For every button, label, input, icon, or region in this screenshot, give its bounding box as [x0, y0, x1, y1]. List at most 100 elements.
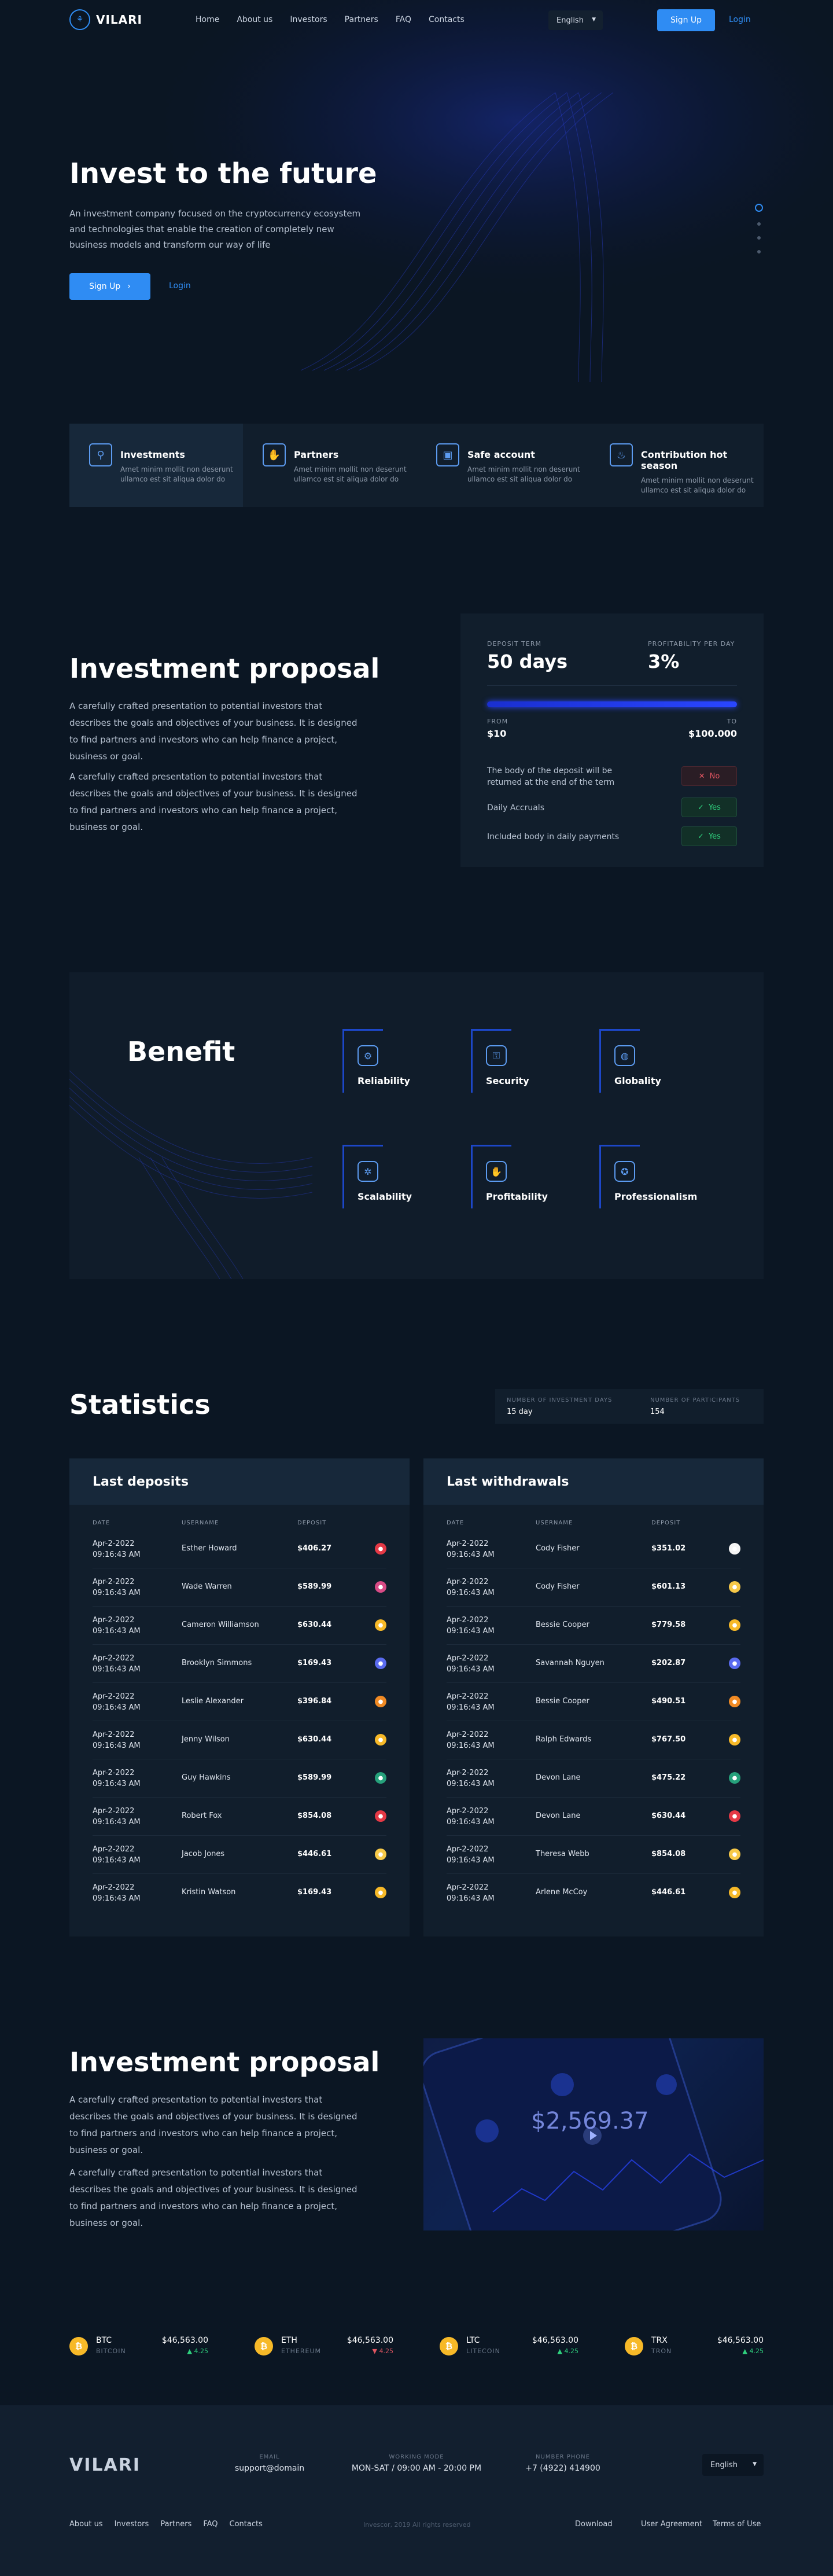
ticker-trx[interactable]: ₿ TRX TRON $46,563.00 ▲ 4.25: [625, 2335, 764, 2360]
phone-label: NUMBER PHONE: [536, 2454, 590, 2460]
header-login-link[interactable]: Login: [729, 15, 751, 24]
corner-decoration: [342, 1029, 383, 1093]
nav-contacts[interactable]: Contacts: [428, 15, 465, 24]
footer-nav-investors[interactable]: Investors: [114, 2520, 149, 2529]
proposal2-paragraph-1: A carefully crafted presentation to pote…: [69, 2094, 357, 2155]
row-date: Apr-2-2022 09:16:43 AM: [447, 1769, 495, 1788]
nav-partners[interactable]: Partners: [344, 15, 378, 24]
table-title: Last deposits: [69, 1458, 410, 1505]
row-username: Devon Lane: [536, 1773, 581, 1782]
row-username: Bessie Cooper: [536, 1620, 589, 1629]
hours-label: WORKING MODE: [389, 2454, 444, 2460]
ltc-coin-icon: ₿: [440, 2337, 458, 2355]
table-body: Apr-2-2022 09:16:43 AM Cody Fisher $351.02 ●…: [423, 1530, 764, 1912]
nav-about-us[interactable]: About us: [237, 15, 273, 24]
benefit-label: Professionalism: [614, 1191, 698, 1202]
language-select[interactable]: English ▼: [548, 10, 603, 30]
feature-safe-account[interactable]: ▣ Safe account Amet minim mollit non des…: [417, 424, 590, 507]
logo[interactable]: ⚘ VILARI: [69, 9, 142, 30]
email-value[interactable]: support@domain: [235, 2464, 305, 2473]
coin-icon: ●: [375, 1810, 386, 1822]
slider-dot[interactable]: [757, 222, 761, 226]
features-strip: ⚲ Investments Amet minim mollit non dese…: [69, 424, 764, 507]
nav-home[interactable]: Home: [196, 15, 220, 24]
proposal2-title: Investment proposal: [69, 2046, 380, 2078]
ticker-ltc[interactable]: ₿ LTC LITECOIN $46,563.00 ▲ 4.25: [440, 2335, 578, 2360]
phone-value[interactable]: +7 (4922) 414900: [525, 2464, 600, 2473]
feature-investments[interactable]: ⚲ Investments Amet minim mollit non dese…: [69, 424, 243, 507]
row-date: Apr-2-2022 09:16:43 AM: [447, 1845, 495, 1865]
footer-nav-partners[interactable]: Partners: [160, 2520, 192, 2529]
profitability-value: 3%: [648, 651, 680, 673]
row-amount: $202.87: [651, 1659, 686, 1667]
row-amount: $475.22: [651, 1773, 686, 1782]
coin-icon: ●: [729, 1734, 740, 1745]
slider-dot[interactable]: [757, 250, 761, 253]
row-amount: $396.84: [297, 1697, 332, 1706]
row-amount: $169.43: [297, 1888, 332, 1897]
hero-signup-button[interactable]: Sign Up ›: [69, 273, 150, 300]
footer-nav-contacts[interactable]: Contacts: [229, 2520, 263, 2529]
daily-accruals-text: Daily Accruals: [487, 803, 544, 813]
feature-title: Contribution hot season: [641, 449, 728, 471]
coin-icon: ●: [729, 1543, 740, 1555]
slider-dot-active[interactable]: [755, 204, 763, 212]
row-date: Apr-2-2022 09:16:43 AM: [447, 1578, 495, 1597]
header-signup-button[interactable]: Sign Up: [657, 9, 715, 31]
investment-days-value: 15 day: [507, 1408, 533, 1416]
nav-faq[interactable]: FAQ: [395, 15, 411, 24]
row-username: Savannah Nguyen: [536, 1659, 605, 1667]
footer-nav-faq[interactable]: FAQ: [203, 2520, 218, 2529]
divider: [487, 685, 737, 686]
benefit-section: Benefit ⚙ Reliability ⚿ Security ◍ Globa…: [69, 972, 764, 1279]
feature-text: Amet minim mollit non deserunt ullamco e…: [120, 465, 233, 483]
trx-coin-icon: ₿: [625, 2337, 643, 2355]
terms-of-use-link[interactable]: Terms of Use: [713, 2520, 761, 2529]
row-username: Jacob Jones: [182, 1850, 225, 1858]
row-username: Guy Hawkins: [182, 1773, 231, 1782]
table-row: Apr-2-2022 09:16:43 AM Leslie Alexander $39…: [93, 1683, 386, 1721]
benefit-title: Benefit: [127, 1036, 235, 1067]
scalability-icon: ✲: [357, 1161, 378, 1182]
footer-nav-about-us[interactable]: About us: [69, 2520, 103, 2529]
security-icon: ⚿: [486, 1045, 507, 1066]
coin-icon: ●: [729, 1772, 740, 1784]
coin-icon: ●: [729, 1581, 740, 1593]
coin-icon: ●: [375, 1772, 386, 1784]
nav-investors[interactable]: Investors: [290, 15, 327, 24]
feature-contribution[interactable]: ♨ Contribution hot season Amet minim mol…: [590, 424, 764, 507]
user-agreement-link[interactable]: User Agreement: [641, 2520, 702, 2529]
from-value: $10: [487, 728, 507, 739]
feature-text: Amet minim mollit non deserunt ullamco e…: [467, 465, 580, 483]
table-row: Apr-2-2022 09:16:43 AM Savannah Nguyen $202…: [447, 1645, 740, 1683]
ticker-btc[interactable]: ₿ BTC BITCOIN $46,563.00 ▲ 4.25: [69, 2335, 208, 2360]
footer-language-select[interactable]: English ▼: [702, 2454, 764, 2476]
reliability-icon: ⚙: [357, 1045, 378, 1066]
feature-partners[interactable]: ✋ Partners Amet minim mollit non deserun…: [243, 424, 417, 507]
footer-logo[interactable]: VILARI: [69, 2455, 141, 2475]
benefit-globality: ◍ Globality: [599, 1029, 674, 1093]
table-header: DATE USERNAME DEPOSIT: [423, 1505, 764, 1530]
ticker-eth[interactable]: ₿ ETH ETHEREUM $46,563.00 ▼ 4.25: [255, 2335, 393, 2360]
download-link[interactable]: Download: [575, 2520, 613, 2529]
hero-title: Invest to the future: [69, 157, 377, 190]
corner-decoration: [599, 1145, 640, 1208]
benefit-label: Scalability: [357, 1191, 412, 1202]
footer-hours: WORKING MODE MON-SAT / 09:00 AM - 20:00 …: [346, 2454, 487, 2473]
table-row: Apr-2-2022 09:16:43 AM Brooklyn Simmons $16…: [93, 1645, 386, 1683]
coin-icon: ●: [375, 1658, 386, 1669]
row-username: Theresa Webb: [536, 1850, 589, 1858]
footer-nav: About us Investors Partners FAQ Contacts: [69, 2520, 263, 2529]
table-row: Apr-2-2022 09:16:43 AM Cameron Williamson $…: [93, 1607, 386, 1645]
table-row: Apr-2-2022 09:16:43 AM Kristin Watson $169.…: [93, 1874, 386, 1912]
row-amount: $630.44: [651, 1811, 686, 1820]
hero-login-link[interactable]: Login: [169, 281, 191, 291]
benefit-scalability: ✲ Scalability: [342, 1145, 418, 1208]
row-username: Cameron Williamson: [182, 1620, 259, 1629]
check-circle-icon: ✓: [698, 803, 704, 812]
last-withdrawals-table: Last withdrawals DATE USERNAME DEPOSIT A…: [423, 1458, 764, 1936]
row-username: Cody Fisher: [536, 1582, 580, 1591]
amount-slider-track[interactable]: [487, 701, 737, 707]
slider-dot[interactable]: [757, 236, 761, 240]
benefit-profitability: ✋ Profitability: [471, 1145, 548, 1208]
